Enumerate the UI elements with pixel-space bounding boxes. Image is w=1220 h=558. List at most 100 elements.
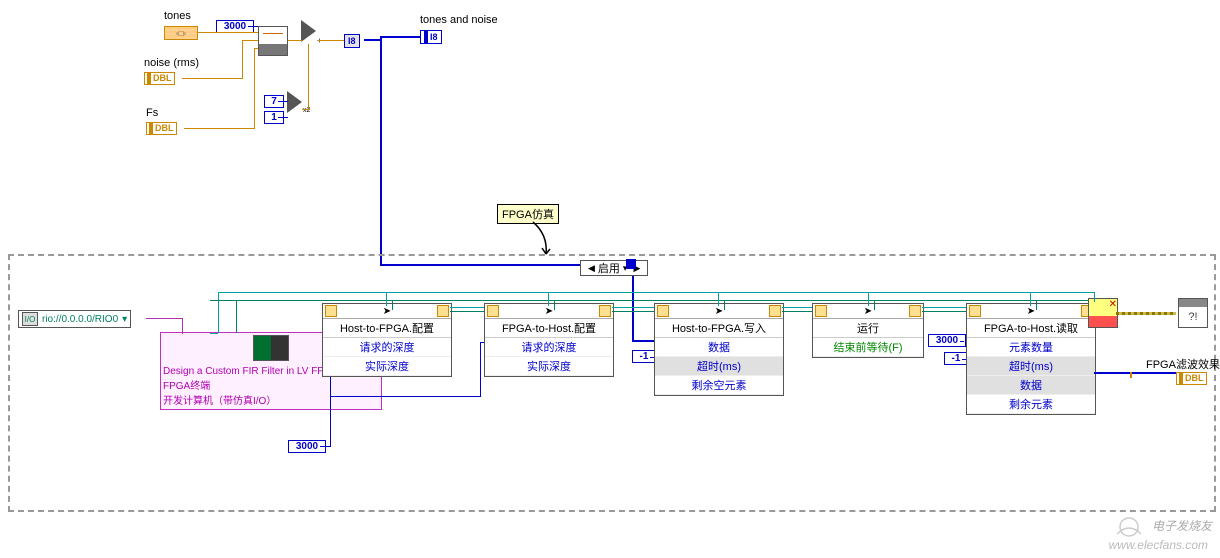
node-title: Host-to-FPGA.写入 xyxy=(655,319,783,338)
wire xyxy=(392,300,393,310)
tones-control[interactable]: ◦□◦ xyxy=(164,26,198,40)
wire xyxy=(386,292,387,306)
node-row[interactable]: 数据 xyxy=(967,376,1095,395)
case-name: 启用 xyxy=(598,260,620,276)
rio-text: rio://0.0.0.0/RIO0 xyxy=(42,314,118,325)
node-row[interactable]: 超时(ms) xyxy=(967,357,1095,376)
wire xyxy=(868,292,869,306)
prop-icon xyxy=(599,305,611,317)
io-icon: I/O xyxy=(22,312,38,326)
wire xyxy=(548,292,549,306)
i8-convert[interactable]: I8 xyxy=(344,34,360,48)
node-row[interactable]: 剩余空元素 xyxy=(655,376,783,395)
wire xyxy=(450,311,484,312)
wire xyxy=(318,40,344,41)
node-row[interactable]: 请求的深度 xyxy=(323,338,451,357)
fpga-icon xyxy=(253,335,289,361)
wire xyxy=(922,307,966,308)
arrow-icon: ➤ xyxy=(1027,306,1035,317)
node-title: Host-to-FPGA.配置 xyxy=(323,319,451,338)
wire xyxy=(254,48,255,129)
noise-label: noise (rms) xyxy=(144,57,199,69)
wire xyxy=(718,292,719,306)
wire xyxy=(146,318,182,319)
invoke-fpga-to-host-config[interactable]: ➤ FPGA-to-Host.配置 请求的深度 实际深度 xyxy=(484,303,614,377)
noise-control[interactable]: DBL xyxy=(144,72,175,85)
wire xyxy=(242,40,258,41)
wire xyxy=(198,32,258,33)
prop-icon xyxy=(969,305,981,317)
prop-icon xyxy=(909,305,921,317)
wire xyxy=(782,307,812,308)
waveform-gen-node[interactable] xyxy=(258,26,288,56)
close-fpga-ref-node[interactable]: ✕ xyxy=(1088,298,1118,328)
node-row[interactable]: 实际深度 xyxy=(323,357,451,376)
case-selector[interactable]: ◀ 启用 ▾ ▶ xyxy=(580,260,648,276)
arrow-icon: ➤ xyxy=(864,306,872,317)
wire xyxy=(182,318,183,334)
prop-icon xyxy=(437,305,449,317)
dropdown-icon[interactable]: ▾ xyxy=(122,314,127,325)
invoke-host-to-fpga-write[interactable]: ➤ Host-to-FPGA.写入 数据 超时(ms) 剩余空元素 xyxy=(654,303,784,396)
wire xyxy=(612,311,654,312)
wire xyxy=(330,396,480,397)
wire xyxy=(218,292,219,333)
prop-icon xyxy=(487,305,499,317)
error-out-indicator[interactable]: ?! xyxy=(1178,298,1208,328)
wire xyxy=(480,342,481,397)
wire xyxy=(782,311,812,312)
wire xyxy=(248,26,258,27)
error-icon xyxy=(1179,299,1207,307)
wire xyxy=(612,307,654,308)
node-title: FPGA-to-Host.读取 xyxy=(967,319,1095,338)
invoke-host-to-fpga-config[interactable]: ➤ Host-to-FPGA.配置 请求的深度 实际深度 xyxy=(322,303,452,377)
wire xyxy=(218,292,1094,293)
wire xyxy=(1030,292,1031,306)
fs-label: Fs xyxy=(146,107,158,119)
invoke-fpga-to-host-read[interactable]: ➤ FPGA-to-Host.读取 元素数量 超时(ms) 数据 剩余元素 xyxy=(966,303,1096,415)
arrow-icon: ➤ xyxy=(715,306,723,317)
prop-icon xyxy=(769,305,781,317)
wire xyxy=(1094,292,1095,302)
invoke-run[interactable]: ➤ 运行 结束前等待(F) xyxy=(812,303,924,358)
wire xyxy=(922,311,966,312)
fpga-out-label: FPGA滤波效果 xyxy=(1146,356,1220,372)
arrow-icon: ➤ xyxy=(545,306,553,317)
node-row[interactable]: 剩余元素 xyxy=(967,395,1095,414)
tones-noise-label: tones and noise xyxy=(420,14,498,26)
node-row[interactable]: 数据 xyxy=(655,338,783,357)
wire xyxy=(554,300,555,310)
wire xyxy=(308,44,309,110)
arrow-icon: ➤ xyxy=(383,306,391,317)
tones-noise-indicator[interactable]: I8 xyxy=(420,30,442,44)
case-prev-icon[interactable]: ◀ xyxy=(588,263,595,274)
wire xyxy=(182,78,242,79)
prop-icon xyxy=(325,305,337,317)
fs-control[interactable]: DBL xyxy=(146,122,177,135)
wire xyxy=(320,446,330,447)
node-row[interactable]: 元素数量 xyxy=(967,338,1095,357)
scale-node[interactable]: x2 xyxy=(302,101,316,121)
fpga-out-indicator[interactable]: DBL xyxy=(1176,372,1207,385)
node-row[interactable]: 超时(ms) xyxy=(655,357,783,376)
error-wire xyxy=(1116,312,1176,315)
node-title: 运行 xyxy=(813,319,923,338)
rio-resource-control[interactable]: I/O rio://0.0.0.0/RIO0 ▾ xyxy=(18,310,131,328)
wire xyxy=(184,128,254,129)
watermark: 电子发烧友 www.elecfans.com xyxy=(1109,516,1212,552)
block-diagram: tones ◦□◦ 3000 noise (rms) DBL Fs DBL + … xyxy=(0,0,1220,558)
wire xyxy=(278,117,288,118)
node-row[interactable]: 结束前等待(F) xyxy=(813,338,923,357)
watermark-cn: 电子发烧友 xyxy=(1152,519,1212,533)
wire xyxy=(254,48,258,49)
wire xyxy=(236,300,1094,301)
wire xyxy=(380,36,420,38)
wire xyxy=(960,341,964,342)
watermark-text: www.elecfans.com xyxy=(1109,538,1208,552)
error-q: ?! xyxy=(1179,307,1207,327)
node-row[interactable]: 请求的深度 xyxy=(485,338,613,357)
open-ref-line2: FPGA终端 xyxy=(163,377,379,392)
prop-icon xyxy=(815,305,827,317)
node-row[interactable]: 实际深度 xyxy=(485,357,613,376)
wire xyxy=(278,101,288,102)
